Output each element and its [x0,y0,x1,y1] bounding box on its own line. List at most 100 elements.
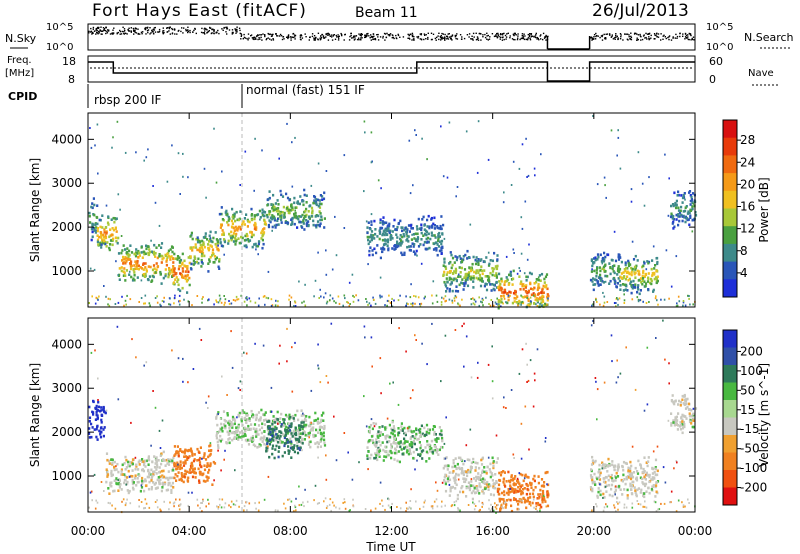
nsky-point [103,29,105,31]
data-cell [146,475,149,479]
nsky-point [399,36,401,38]
data-cell [512,479,515,482]
data-cell [119,208,121,211]
data-cell [690,200,693,203]
data-cell [110,218,113,221]
data-cell [284,430,287,434]
nsky-point [590,36,593,38]
data-cell [647,272,650,275]
nsky-point [321,33,323,36]
data-cell [124,474,127,478]
nsky-point [604,37,606,39]
nsky-point [213,30,215,33]
data-cell [545,273,549,276]
data-cell [489,470,492,474]
nsky-point [689,33,692,36]
data-cell [224,424,227,428]
data-cell [450,281,453,284]
data-cell [97,409,100,412]
data-cell [272,415,275,418]
data-cell [89,221,92,224]
data-cell [161,300,164,302]
nsky-point [235,30,237,32]
data-cell [200,260,203,264]
data-cell [410,440,413,444]
data-cell [213,261,216,264]
data-cell [111,473,114,477]
data-cell [534,298,537,302]
data-cell [215,299,217,302]
data-cell [129,244,132,247]
nsky-point [392,36,394,39]
data-cell [677,215,680,218]
data-cell [223,253,225,256]
data-cell [260,426,264,430]
data-cell [463,477,466,481]
data-cell [539,279,542,282]
nsky-point [121,30,124,33]
data-cell [277,207,280,210]
data-cell [518,299,521,303]
nsky-point [660,33,662,35]
data-cell [622,271,625,274]
data-cell [499,509,502,513]
data-cell [292,430,295,433]
data-cell [198,479,201,482]
data-cell [426,240,429,244]
data-cell [144,252,147,255]
data-cell [202,479,205,483]
data-cell [460,471,463,475]
data-cell [283,436,286,440]
data-cell [451,301,454,304]
nsky-point [522,35,524,37]
nsky-point [503,32,505,35]
data-cell [540,484,543,488]
data-cell [491,479,494,482]
data-cell [652,288,655,292]
data-cell [536,501,540,505]
data-cell [88,211,91,215]
data-cell [626,270,629,274]
data-cell [630,284,633,287]
data-cell [275,444,278,448]
data-cell [493,486,497,490]
data-cell [592,277,595,280]
nsky-point [123,28,126,30]
data-cell [199,446,202,449]
backscatter-band [442,249,499,293]
data-cell [521,227,524,230]
data-cell [425,233,428,237]
data-cell [260,237,263,240]
data-cell [457,303,460,306]
data-cell [316,220,320,223]
data-cell [594,256,597,259]
data-cell [154,201,157,204]
data-cell [402,232,405,236]
data-cell [122,270,125,273]
data-cell [547,483,550,487]
data-cell [481,471,484,474]
data-cell [480,463,484,466]
data-cell [416,228,419,231]
data-cell [689,209,692,212]
nsky-point [260,34,263,36]
nsky-point [591,37,593,39]
data-cell [302,425,305,429]
data-cell [403,234,406,238]
data-cell [459,257,462,261]
nsky-point [417,37,419,39]
data-cell [141,256,144,259]
data-cell [668,177,670,180]
data-cell [546,287,549,291]
data-cell [479,276,482,280]
data-cell [271,430,274,433]
data-cell [397,450,400,453]
data-cell [463,268,467,271]
data-cell [300,425,303,429]
data-cell [684,304,687,307]
data-cell [281,211,284,214]
data-cell [495,480,498,483]
nsky-point [472,32,475,35]
data-cell [451,471,454,474]
